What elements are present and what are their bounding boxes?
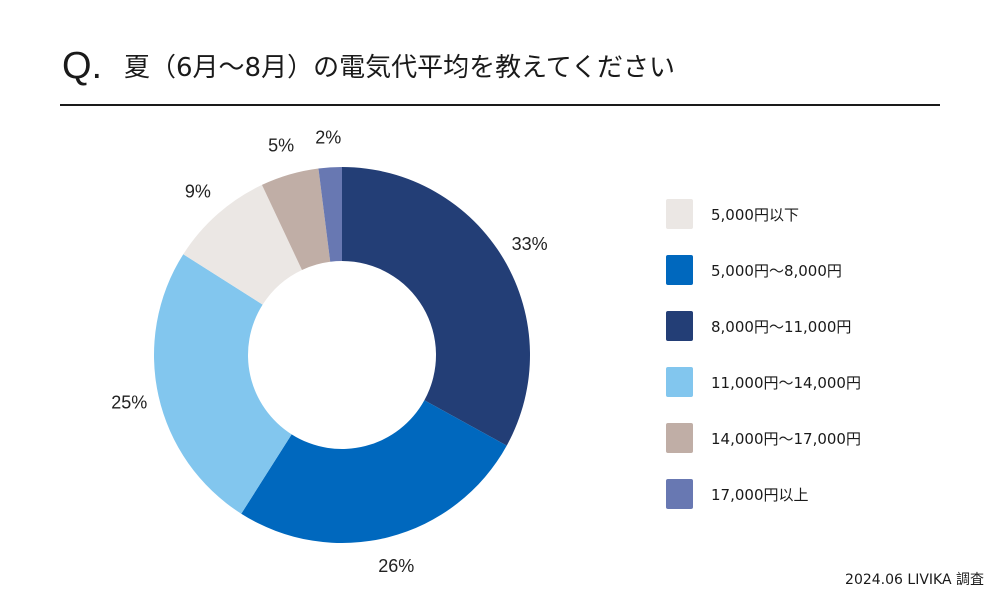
legend-label: 5,000円以下 [711,205,799,224]
legend-label: 14,000円〜17,000円 [711,429,861,448]
legend-item-11000-14000: 11,000円〜14,000円 [666,366,861,398]
legend-item-14000-17000: 14,000円〜17,000円 [666,422,861,454]
legend-swatch [666,479,693,509]
legend-swatch [666,423,693,453]
slice-percent-label: 26% [378,556,414,576]
slice-percent-label: 2% [315,127,341,147]
slice-percent-label: 9% [185,181,211,201]
slice-percent-label: 5% [268,136,294,156]
legend-label: 8,000円〜11,000円 [711,317,852,336]
legend-swatch [666,367,693,397]
legend-item-under-5000: 5,000円以下 [666,198,861,230]
legend-label: 17,000円以上 [711,485,809,504]
source-note: 2024.06 LIVIKA 調査 [845,572,984,588]
legend-item-8000-11000: 8,000円〜11,000円 [666,310,861,342]
chart-header: Q. 夏（6月〜8月）の電気代平均を教えてください [60,38,940,106]
legend-swatch [666,255,693,285]
slice-percent-label: 33% [512,234,548,254]
donut-slice [183,184,302,305]
legend-item-5000-8000: 5,000円〜8,000円 [666,254,861,286]
donut-slice [318,167,342,262]
legend-swatch [666,199,693,229]
legend-label: 5,000円〜8,000円 [711,261,842,280]
legend-swatch [666,311,693,341]
donut-slice [241,400,507,543]
legend-label: 11,000円〜14,000円 [711,373,861,392]
donut-slice [261,168,331,270]
chart-legend: 5,000円以下 5,000円〜8,000円 8,000円〜11,000円 11… [666,198,861,534]
chart-title: 夏（6月〜8月）の電気代平均を教えてください [124,53,676,83]
slice-percent-label: 25% [111,393,147,413]
donut-slice [342,167,531,446]
question-mark-label: Q. [62,45,103,87]
legend-item-over-17000: 17,000円以上 [666,478,861,510]
donut-slice [154,254,292,514]
